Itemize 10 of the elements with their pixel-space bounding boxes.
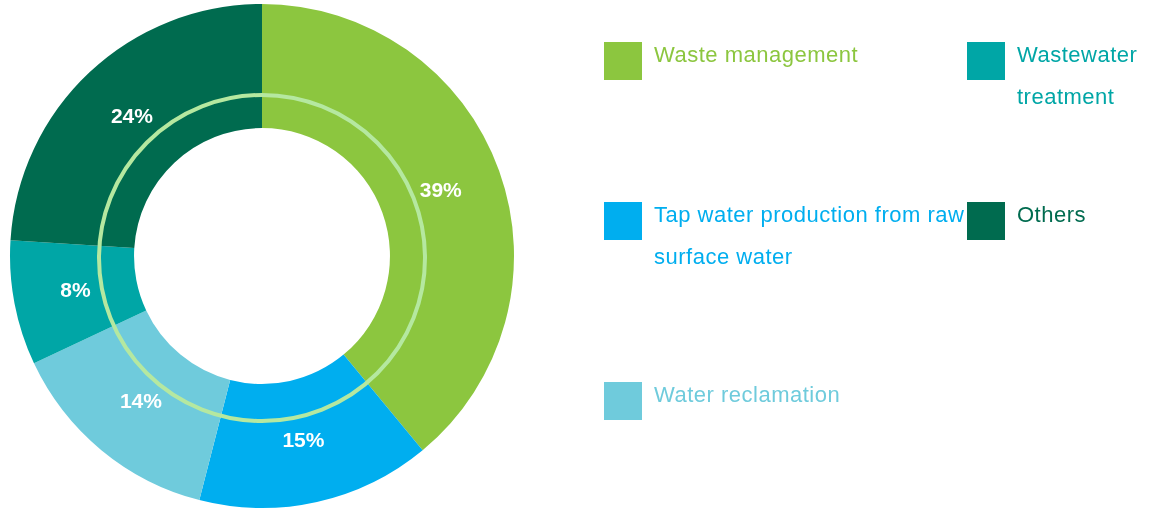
data-label: 8% bbox=[60, 278, 91, 302]
legend-label: Others bbox=[1017, 201, 1087, 229]
data-label: 14% bbox=[119, 389, 163, 413]
legend-label: Wastewater treatment bbox=[1017, 41, 1139, 111]
data-label: 39% bbox=[419, 178, 463, 202]
legend-label: Waste management bbox=[654, 41, 859, 69]
data-label: 24% bbox=[110, 104, 154, 128]
data-label: 15% bbox=[282, 428, 325, 452]
legend-label: Tap water production from raw surface water bbox=[654, 201, 966, 271]
legend-label: Water reclamation bbox=[654, 381, 841, 409]
